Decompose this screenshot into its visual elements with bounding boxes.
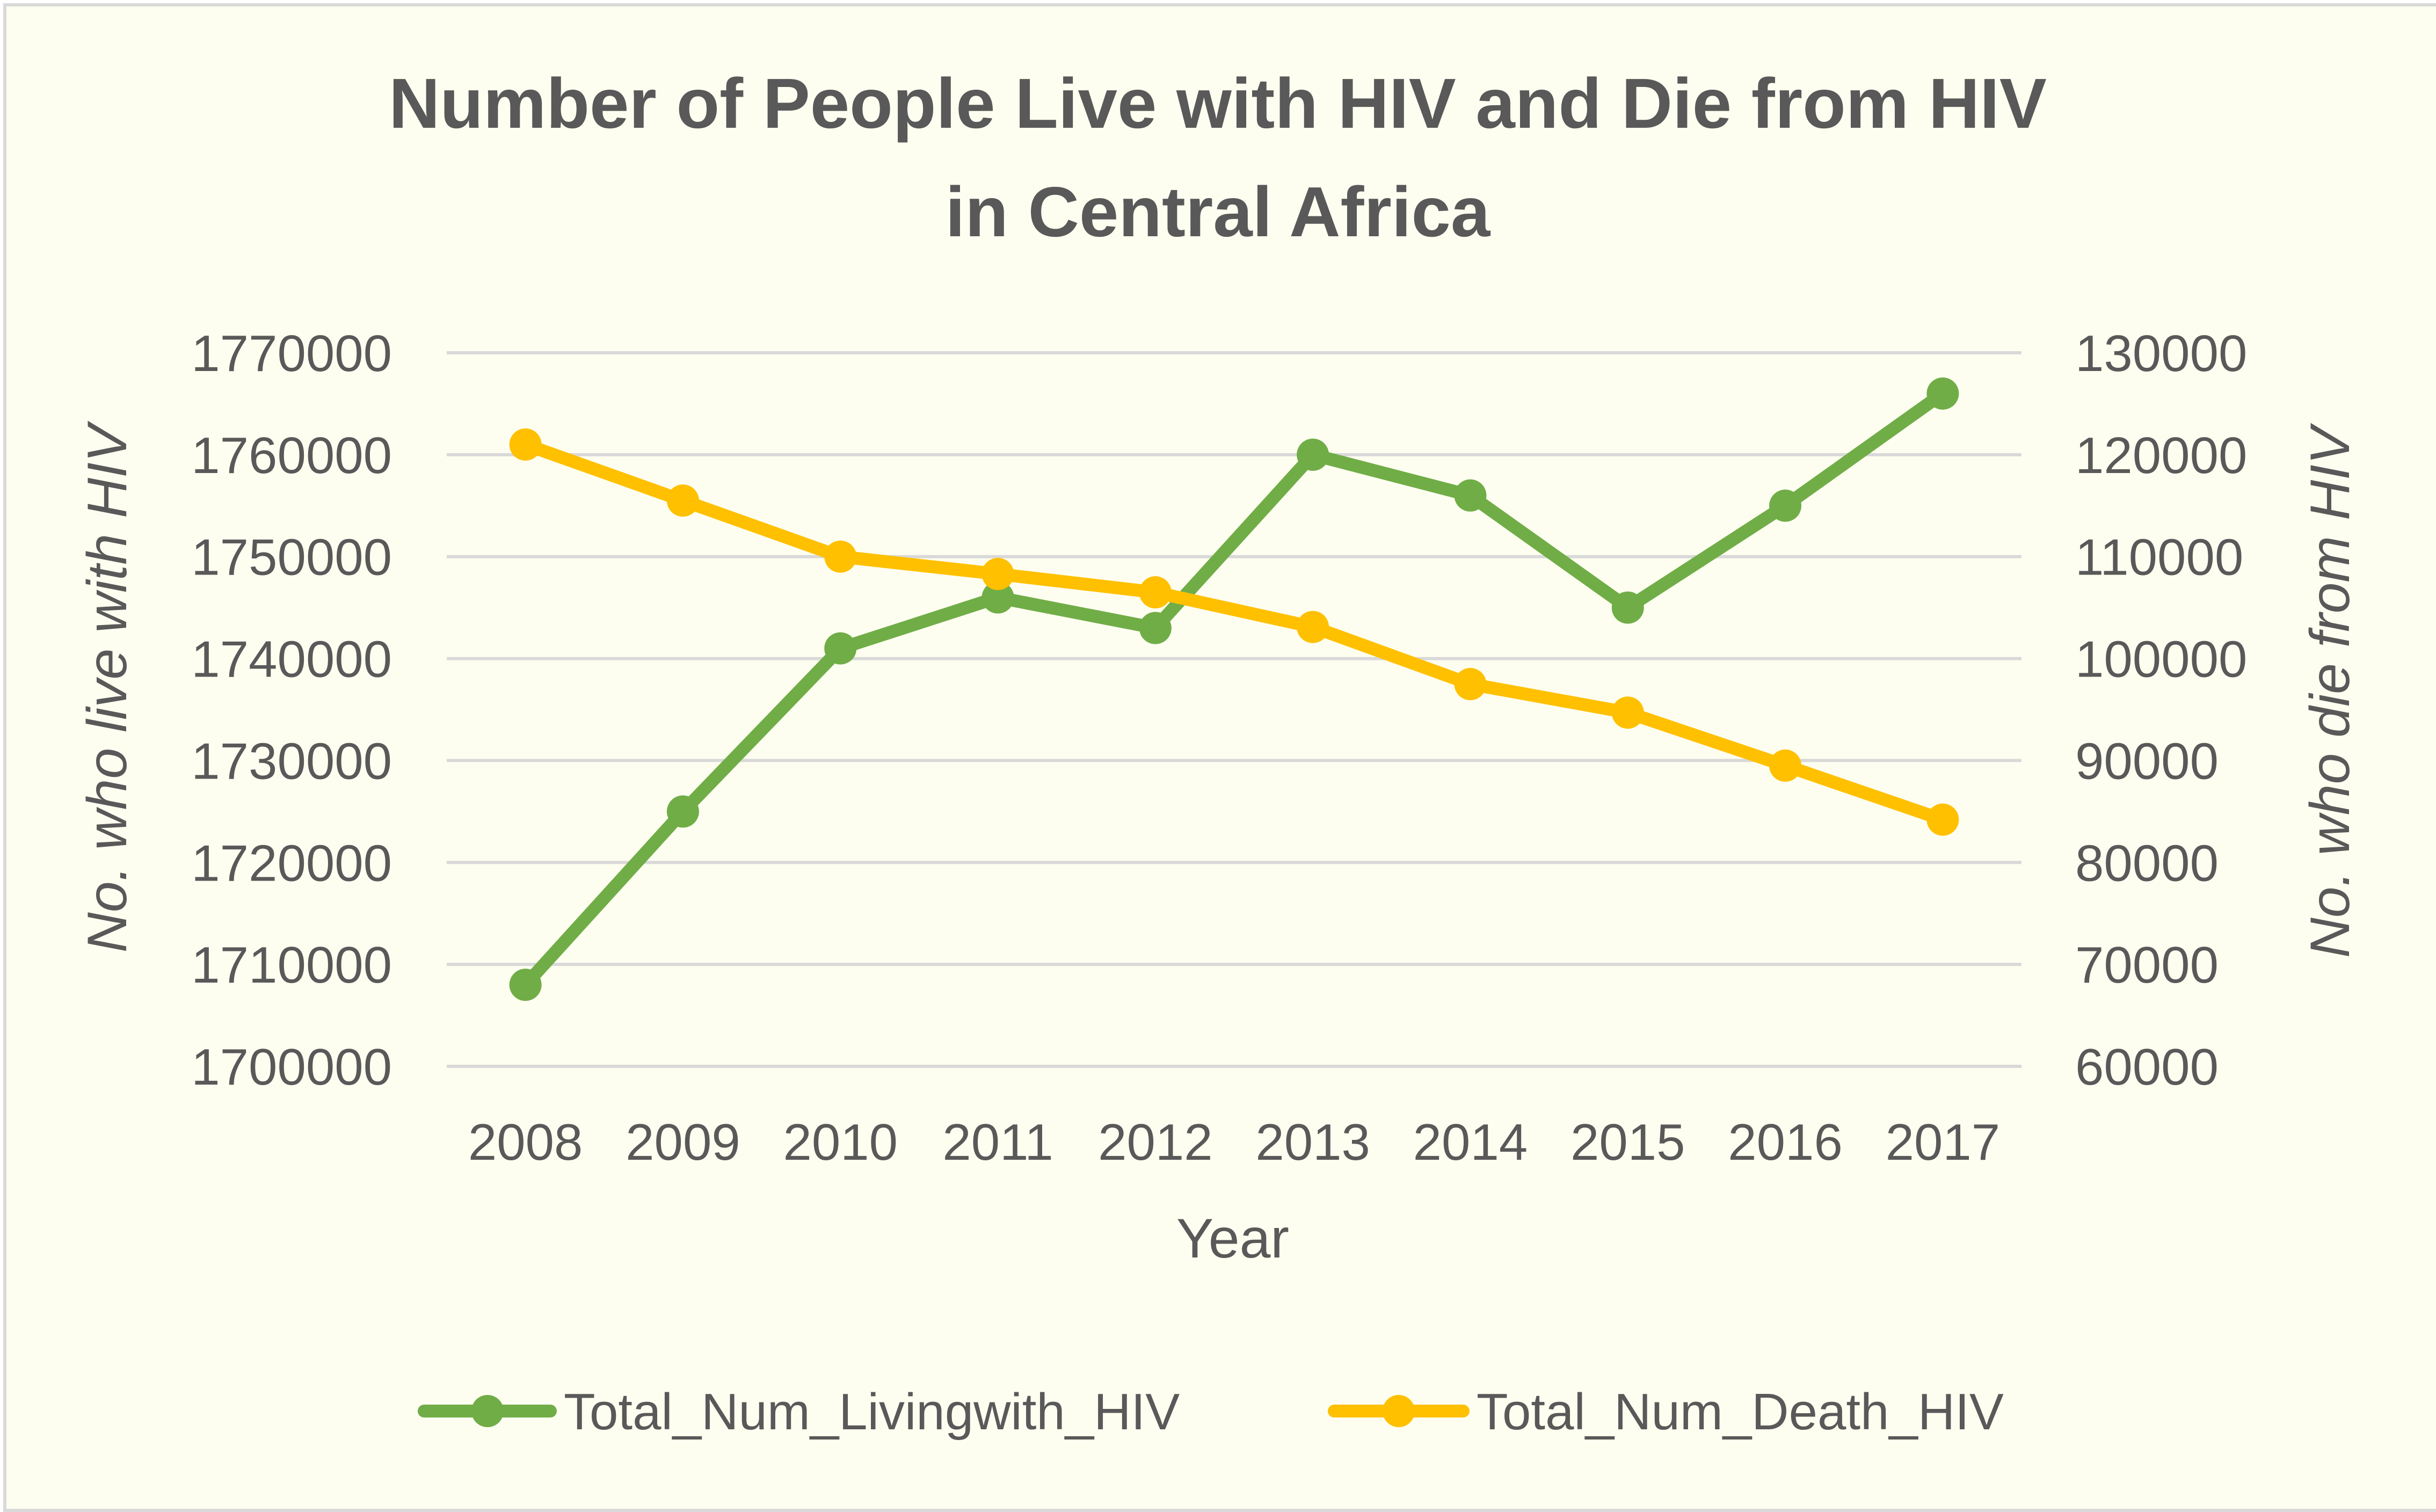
x-tick-label: 2016 <box>1728 1114 1843 1171</box>
y-right-tick-label: 70000 <box>2075 936 2219 994</box>
y-left-tick-label: 1740000 <box>191 631 392 688</box>
y-right-tick-label: 130000 <box>2075 325 2247 382</box>
y-right-tick-label: 90000 <box>2075 732 2219 790</box>
series-2-point <box>981 557 1014 590</box>
x-axis-title: Year <box>1176 1208 1289 1270</box>
x-tick-label: 2011 <box>942 1114 1053 1171</box>
y-left-tick-label: 1770000 <box>191 325 392 382</box>
x-tick-label: 2014 <box>1413 1114 1528 1171</box>
series-1-point <box>1297 438 1329 471</box>
chart-title-line-2: in Central Africa <box>946 172 1491 251</box>
series-1-point <box>1926 377 1959 410</box>
y-right-tick-label: 80000 <box>2075 834 2219 892</box>
x-tick-label: 2012 <box>1098 1114 1213 1171</box>
x-tick-label: 2015 <box>1570 1114 1685 1171</box>
series-1-point <box>666 795 699 828</box>
series-1-point <box>1611 591 1644 624</box>
y-left-tick-label: 1760000 <box>191 427 392 484</box>
series-2-point <box>1454 668 1487 701</box>
y-right-tick-label: 110000 <box>2075 529 2243 586</box>
y-left-tick-label: 1730000 <box>191 732 392 790</box>
series-2-point <box>824 540 857 573</box>
y-left-axis-title: No. who live with HIV <box>76 420 139 953</box>
legend-swatch-marker-1 <box>471 1395 504 1427</box>
y-right-tick-label: 60000 <box>2075 1038 2219 1096</box>
x-tick-label: 2017 <box>1886 1114 2001 1171</box>
y-left-tick-label: 1710000 <box>191 936 392 994</box>
series-2-point <box>1139 576 1172 609</box>
y-left-tick-label: 1700000 <box>191 1038 392 1096</box>
series-2-point <box>1926 803 1959 836</box>
x-tick-label: 2009 <box>626 1114 740 1171</box>
series-1-point <box>509 969 542 1001</box>
series-2-point <box>1769 749 1802 782</box>
series-2-point <box>509 428 542 461</box>
y-right-tick-label: 120000 <box>2075 427 2247 484</box>
legend-label-1: Total_Num_Livingwith_HIV <box>564 1383 1180 1441</box>
legend-swatch-marker-2 <box>1383 1395 1415 1427</box>
y-left-tick-label: 1720000 <box>191 834 392 892</box>
series-1-point <box>981 581 1014 614</box>
legend-label-2: Total_Num_Death_HIV <box>1477 1383 2004 1441</box>
chart-title-line-1: Number of People Live with HIV and Die f… <box>389 64 2047 143</box>
series-1-point <box>1454 479 1487 512</box>
y-left-tick-label: 1750000 <box>191 529 392 586</box>
series-line-2 <box>519 438 1950 826</box>
series-line-1 <box>519 387 1950 992</box>
y-right-axis-title: No. who die from HIV <box>2299 423 2361 958</box>
series-1-point <box>1769 489 1802 522</box>
x-tick-label: 2008 <box>468 1114 583 1171</box>
x-tick-label: 2010 <box>783 1114 898 1171</box>
y-right-tick-label: 100000 <box>2075 631 2247 688</box>
series-2-point <box>666 484 699 517</box>
x-tick-label: 2013 <box>1255 1114 1370 1171</box>
series-1-point <box>1139 612 1172 644</box>
series-2-point <box>1297 610 1329 643</box>
chart-area <box>3 3 2436 1512</box>
series-1-point <box>824 632 857 665</box>
series-2-point <box>1611 696 1644 729</box>
